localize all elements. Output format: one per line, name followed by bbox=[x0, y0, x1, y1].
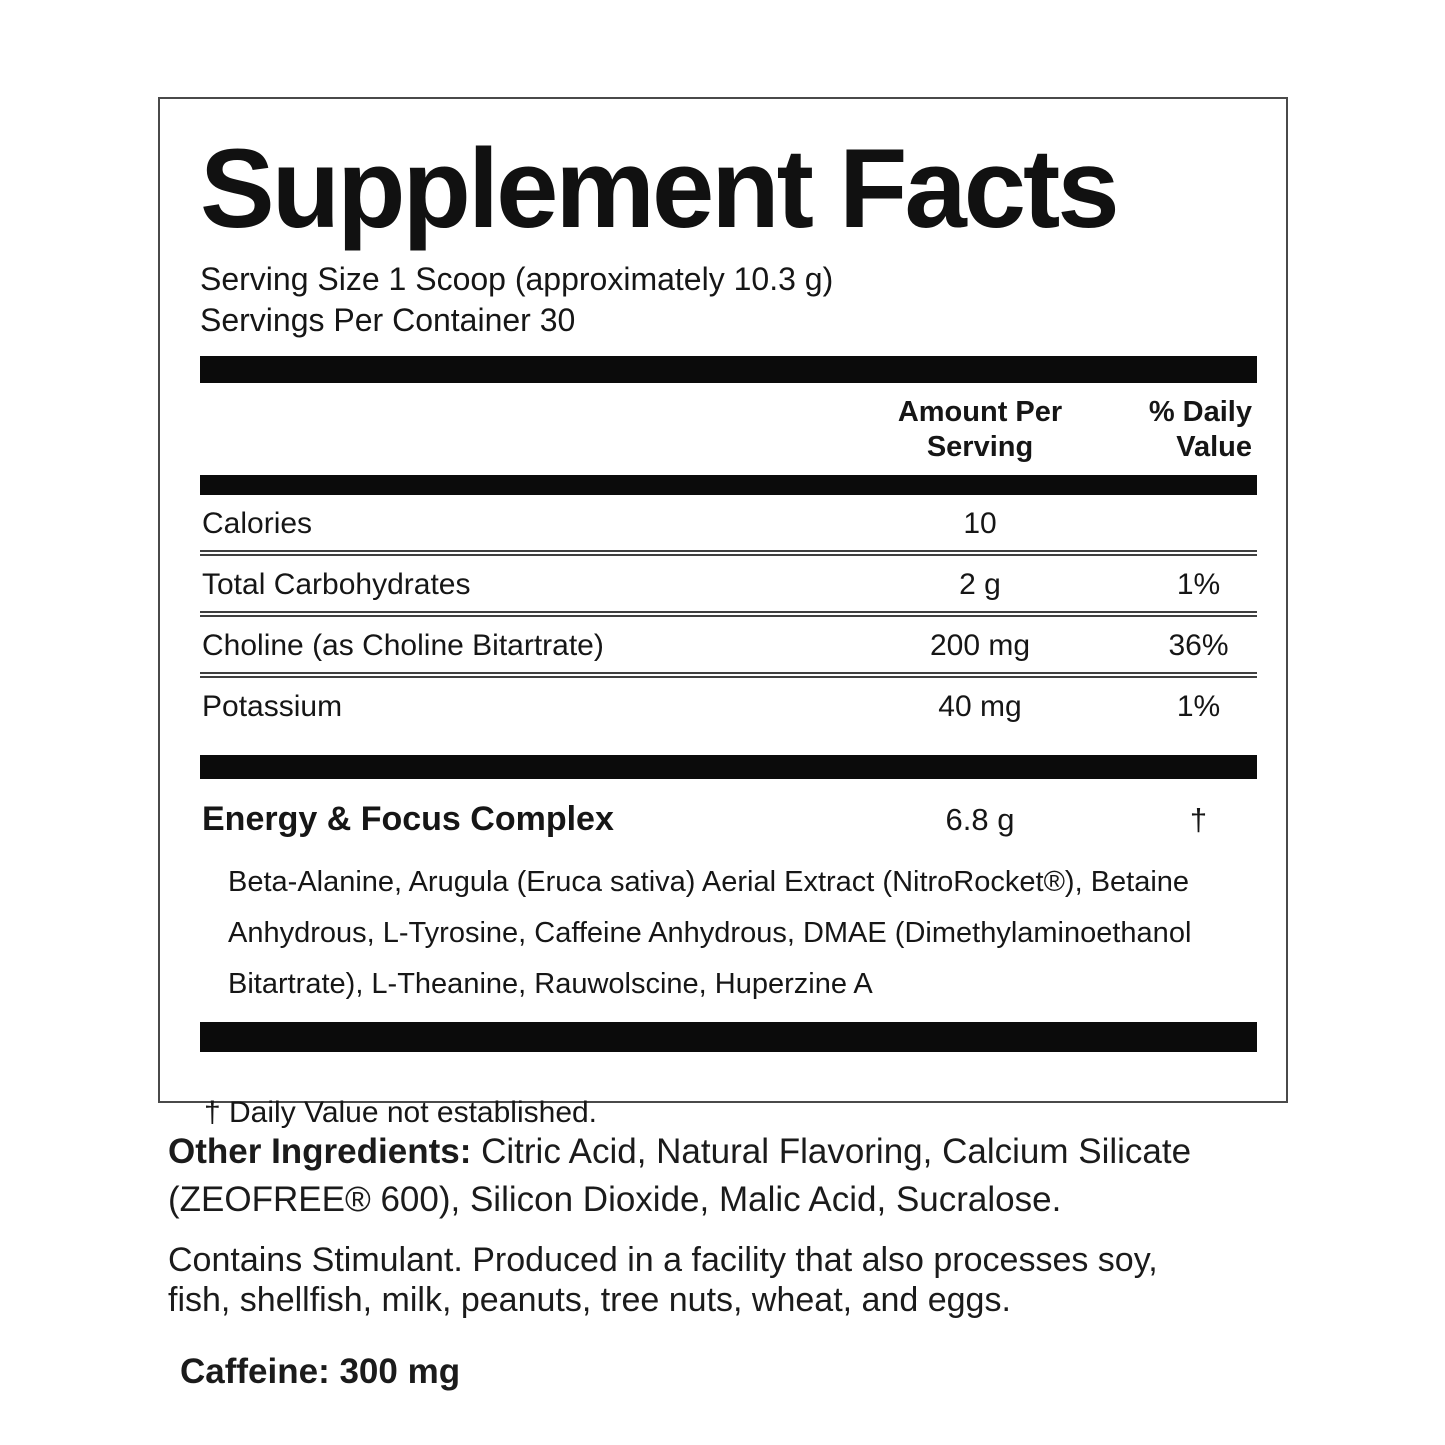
nutrient-daily-value: 1% bbox=[1176, 690, 1221, 723]
serving-size-text: Serving Size 1 Scoop (approximately 10.3… bbox=[200, 261, 834, 297]
complex-daily-value-dagger: † bbox=[1189, 802, 1208, 837]
additional-info-section: Other Ingredients: Citric Acid, Natural … bbox=[168, 1128, 1298, 1392]
complex-name: Energy & Focus Complex bbox=[202, 800, 614, 838]
servings-per-container-text: Servings Per Container 30 bbox=[200, 302, 576, 338]
nutrient-amount: 10 bbox=[963, 507, 997, 540]
nutrient-amount: 2 g bbox=[959, 568, 1001, 601]
divider-bar-middle bbox=[200, 755, 1257, 779]
nutrient-name: Total Carbohydrates bbox=[202, 568, 471, 601]
amount-per-serving-header: Amount Per Serving bbox=[897, 396, 1063, 463]
other-ingredients-label: Other Ingredients: bbox=[168, 1132, 472, 1171]
panel-content: Supplement Facts Serving Size 1 Scoop (a… bbox=[160, 133, 1286, 1130]
nutrient-name: Choline (as Choline Bitartrate) bbox=[202, 629, 604, 662]
serving-info: Serving Size 1 Scoop (approximately 10.3… bbox=[200, 259, 1257, 341]
table-row-energy-focus-complex: Energy & Focus Complex 6.8 g † bbox=[200, 779, 1257, 843]
nutrient-name: Potassium bbox=[202, 690, 343, 723]
table-row-choline: Choline (as Choline Bitartrate) 200 mg 3… bbox=[200, 617, 1257, 672]
column-header-row: Amount Per Serving % Daily Value bbox=[200, 383, 1257, 475]
row-separator bbox=[200, 550, 1257, 556]
divider-bar-bottom bbox=[200, 1022, 1257, 1052]
supplement-facts-panel: Supplement Facts Serving Size 1 Scoop (a… bbox=[158, 97, 1288, 1129]
other-ingredients-text: Citric Acid, Natural Flavoring, Calcium … bbox=[168, 1132, 1192, 1219]
table-row-potassium: Potassium 40 mg 1% bbox=[200, 678, 1257, 733]
panel-title: Supplement Facts bbox=[200, 126, 1120, 251]
allergen-notice: Contains Stimulant. Produced in a facili… bbox=[168, 1241, 1158, 1319]
nutrient-name: Calories bbox=[202, 507, 313, 540]
nutrient-daily-value: 36% bbox=[1168, 629, 1229, 662]
complex-amount: 6.8 g bbox=[945, 802, 1015, 837]
nutrient-daily-value: 1% bbox=[1176, 568, 1221, 601]
row-separator bbox=[200, 672, 1257, 678]
table-row-total-carbohydrates: Total Carbohydrates 2 g 1% bbox=[200, 556, 1257, 611]
divider-bar-header bbox=[200, 475, 1257, 495]
nutrient-amount: 40 mg bbox=[938, 690, 1022, 723]
divider-bar-top bbox=[200, 356, 1257, 383]
complex-ingredients-list: Beta-Alanine, Arugula (Eruca sativa) Aer… bbox=[228, 866, 1192, 1000]
table-row-calories: Calories 10 bbox=[200, 495, 1257, 550]
row-separator bbox=[200, 611, 1257, 617]
nutrient-amount: 200 mg bbox=[929, 629, 1031, 662]
caffeine-content: Caffeine: 300 mg bbox=[180, 1352, 461, 1391]
daily-value-header: % Daily Value bbox=[1148, 396, 1252, 463]
other-ingredients-paragraph: Other Ingredients: Citric Acid, Natural … bbox=[168, 1128, 1288, 1224]
daily-value-footnote: † Daily Value not established. bbox=[204, 1096, 598, 1129]
